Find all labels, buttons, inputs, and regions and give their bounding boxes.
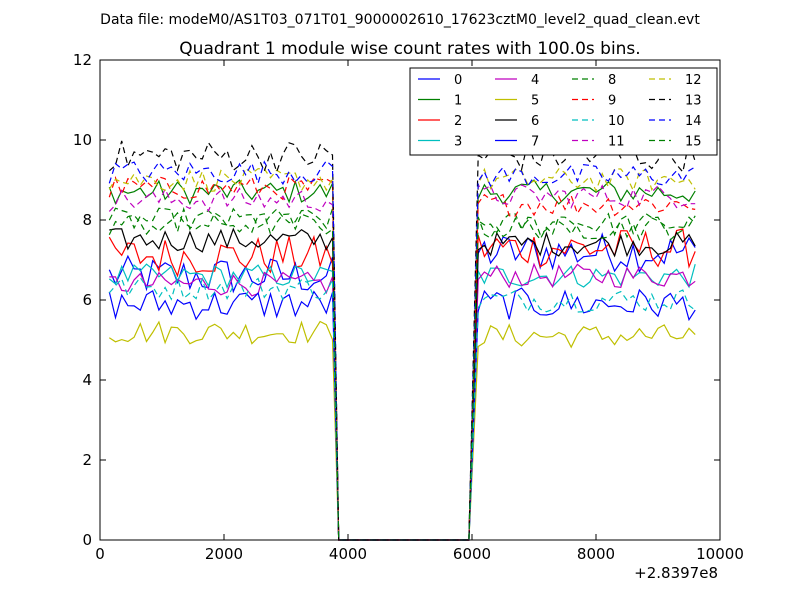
legend-label-12: 12 bbox=[685, 73, 702, 88]
series-line-12 bbox=[108, 167, 696, 541]
chart-title: Quadrant 1 module wise count rates with … bbox=[179, 39, 640, 59]
legend-label-5: 5 bbox=[531, 94, 539, 109]
legend-label-8: 8 bbox=[608, 73, 616, 88]
series-line-10 bbox=[108, 275, 696, 541]
y-tick-label-10: 10 bbox=[73, 131, 92, 149]
legend-label-7: 7 bbox=[531, 135, 539, 150]
series-line-14 bbox=[108, 160, 696, 541]
legend-label-14: 14 bbox=[685, 114, 702, 129]
legend-label-15: 15 bbox=[685, 135, 702, 150]
legend-label-10: 10 bbox=[608, 114, 625, 129]
legend-label-1: 1 bbox=[454, 94, 462, 109]
legend-label-2: 2 bbox=[454, 114, 462, 129]
x-tick-label-8000: 8000 bbox=[577, 545, 615, 563]
y-tick-label-12: 12 bbox=[73, 51, 92, 69]
legend-box bbox=[409, 67, 718, 156]
legend-label-0: 0 bbox=[454, 73, 462, 88]
legend-label-9: 9 bbox=[608, 94, 616, 109]
x-tick-label-4000: 4000 bbox=[329, 545, 367, 563]
x-tick-label-6000: 6000 bbox=[453, 545, 491, 563]
legend-label-6: 6 bbox=[531, 114, 539, 129]
y-tick-label-0: 0 bbox=[82, 531, 92, 549]
chart-header: Data file: modeM0/AS1T03_071T01_90000026… bbox=[100, 12, 700, 28]
x-tick-label-0: 0 bbox=[95, 545, 105, 563]
y-tick-label-8: 8 bbox=[82, 211, 92, 229]
legend-label-13: 13 bbox=[685, 94, 702, 109]
x-tick-label-2000: 2000 bbox=[205, 545, 243, 563]
legend-label-3: 3 bbox=[454, 135, 462, 150]
x-offset-label: +2.8397e8 bbox=[634, 564, 718, 582]
y-tick-label-2: 2 bbox=[82, 451, 92, 469]
x-tick-label-10000: 10000 bbox=[696, 545, 744, 563]
series-line-15 bbox=[108, 211, 696, 541]
y-tick-label-4: 4 bbox=[82, 371, 92, 389]
legend-label-11: 11 bbox=[608, 135, 625, 150]
y-tick-label-6: 6 bbox=[82, 291, 92, 309]
legend-label-4: 4 bbox=[531, 73, 539, 88]
